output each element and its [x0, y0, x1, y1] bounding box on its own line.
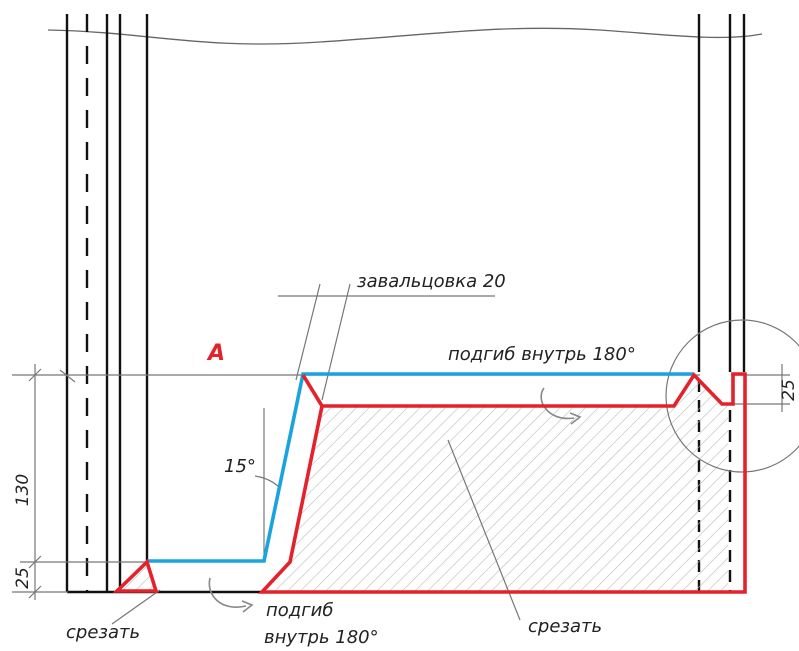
detail-circle-icon	[665, 319, 799, 473]
dim-height-right: 25	[779, 379, 799, 401]
label-fold-bottom-1: подгиб	[266, 600, 333, 621]
dim-height-bottom: 25	[13, 567, 33, 589]
dim-height-total: 130	[13, 474, 33, 506]
right-wall	[697, 14, 746, 372]
curved-arrow-icon	[540, 387, 582, 425]
angle-arc	[254, 475, 281, 489]
label-cut-left: срезать	[66, 622, 140, 643]
cut-outline-top-notch	[301, 374, 324, 407]
marker-a: A	[206, 341, 225, 366]
break-line	[47, 27, 763, 45]
label-fold-top: подгиб внутрь 180°	[448, 344, 636, 365]
curved-arrow-icon	[208, 577, 254, 613]
label-angle: 15°	[224, 456, 256, 477]
cut-triangle	[112, 558, 159, 593]
label-fold-bottom-2: внутрь 180°	[264, 627, 379, 648]
dimension-ticks	[28, 368, 42, 599]
cut-outline	[257, 372, 747, 594]
label-seaming: завальцовка 20	[357, 271, 506, 292]
label-cut-right: срезать	[528, 616, 602, 637]
cut-hatch-region	[260, 380, 728, 592]
fold-line	[147, 372, 694, 563]
left-wall	[65, 14, 149, 592]
